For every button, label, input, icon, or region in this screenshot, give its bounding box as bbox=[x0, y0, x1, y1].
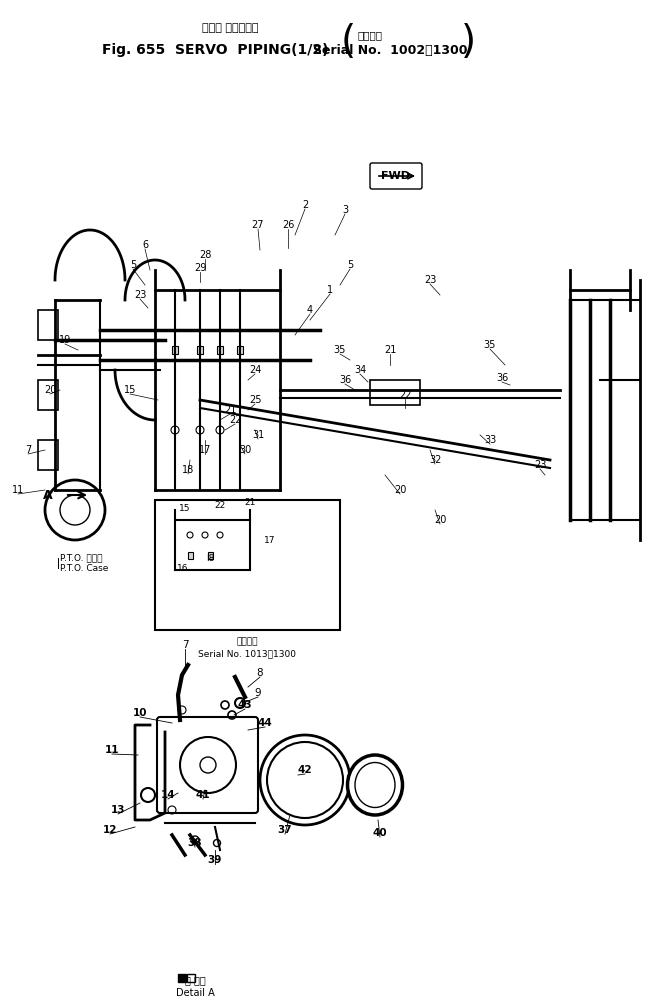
Text: 13: 13 bbox=[111, 805, 125, 815]
Text: 30: 30 bbox=[239, 445, 251, 455]
Text: 22: 22 bbox=[399, 390, 411, 400]
FancyBboxPatch shape bbox=[157, 717, 258, 813]
Text: 7: 7 bbox=[25, 445, 31, 455]
Text: 35: 35 bbox=[484, 340, 496, 350]
Text: Ａ 詳細: Ａ 詳細 bbox=[185, 975, 206, 985]
Text: 17: 17 bbox=[264, 536, 276, 545]
Text: 29: 29 bbox=[194, 263, 206, 273]
Text: 19: 19 bbox=[59, 335, 71, 345]
Text: Serial No. 1013～1300: Serial No. 1013～1300 bbox=[198, 649, 296, 658]
Text: 16: 16 bbox=[177, 564, 189, 573]
Text: 44: 44 bbox=[258, 718, 273, 728]
Text: 3: 3 bbox=[342, 205, 348, 215]
Text: P.T.O. Case: P.T.O. Case bbox=[60, 564, 108, 573]
Text: 35: 35 bbox=[334, 345, 346, 355]
Bar bbox=[38, 380, 58, 410]
Text: 18: 18 bbox=[182, 465, 194, 475]
Text: 33: 33 bbox=[484, 435, 496, 445]
Text: 1: 1 bbox=[327, 285, 333, 295]
Text: 37: 37 bbox=[278, 825, 292, 835]
Bar bbox=[187, 552, 193, 559]
Bar bbox=[38, 310, 58, 340]
Text: A: A bbox=[43, 488, 53, 501]
Text: FWD: FWD bbox=[380, 171, 409, 181]
Text: 22: 22 bbox=[214, 500, 225, 510]
Bar bbox=[370, 380, 420, 405]
Text: 11: 11 bbox=[104, 745, 120, 755]
Text: 21: 21 bbox=[384, 345, 396, 355]
Text: 9: 9 bbox=[255, 688, 261, 698]
FancyBboxPatch shape bbox=[370, 163, 422, 189]
Text: 20: 20 bbox=[394, 485, 406, 495]
Text: 適用号機: 適用号機 bbox=[237, 637, 258, 646]
Text: 12: 12 bbox=[102, 825, 117, 835]
Text: 36: 36 bbox=[339, 375, 351, 385]
Text: 31: 31 bbox=[252, 430, 264, 440]
Text: 14: 14 bbox=[161, 790, 175, 800]
Text: 20: 20 bbox=[44, 385, 57, 395]
Text: 26: 26 bbox=[282, 220, 294, 230]
Text: 40: 40 bbox=[373, 828, 388, 838]
Text: サーボ パイピング: サーボ パイピング bbox=[202, 23, 258, 33]
Text: 23: 23 bbox=[424, 275, 436, 285]
Text: 38: 38 bbox=[188, 838, 202, 848]
Text: 10: 10 bbox=[133, 708, 147, 718]
Text: 25: 25 bbox=[249, 395, 261, 405]
Ellipse shape bbox=[355, 763, 395, 807]
Text: 8: 8 bbox=[257, 668, 263, 678]
Text: 11: 11 bbox=[12, 485, 24, 495]
Text: Detail A: Detail A bbox=[175, 988, 214, 998]
Ellipse shape bbox=[348, 755, 403, 815]
Text: 15: 15 bbox=[179, 504, 191, 513]
Text: 5: 5 bbox=[130, 260, 136, 270]
Text: 27: 27 bbox=[252, 220, 264, 230]
Bar bbox=[172, 346, 178, 354]
Text: 39: 39 bbox=[208, 855, 222, 865]
Text: 22: 22 bbox=[229, 415, 241, 425]
Bar bbox=[178, 974, 186, 982]
Text: 15: 15 bbox=[124, 385, 136, 395]
Text: 4: 4 bbox=[307, 305, 313, 315]
Text: 17: 17 bbox=[199, 445, 211, 455]
Text: P.T.O. ケース: P.T.O. ケース bbox=[60, 554, 102, 563]
Text: 23: 23 bbox=[533, 460, 546, 470]
Text: 32: 32 bbox=[429, 455, 442, 465]
Bar bbox=[208, 552, 212, 559]
Text: Serial No.  1002～1300: Serial No. 1002～1300 bbox=[313, 43, 467, 56]
Bar bbox=[217, 346, 223, 354]
Text: (: ( bbox=[340, 23, 355, 61]
Text: 2: 2 bbox=[302, 200, 308, 210]
Text: 6: 6 bbox=[142, 240, 148, 250]
Text: 適用号機: 適用号機 bbox=[357, 30, 382, 40]
Bar bbox=[197, 346, 203, 354]
Text: 42: 42 bbox=[298, 765, 312, 775]
Text: 36: 36 bbox=[496, 373, 508, 383]
Text: 34: 34 bbox=[354, 365, 366, 375]
Text: 24: 24 bbox=[249, 365, 261, 375]
Text: I8: I8 bbox=[206, 554, 214, 563]
Bar bbox=[38, 440, 58, 470]
Text: 5: 5 bbox=[347, 260, 353, 270]
Bar bbox=[155, 500, 340, 630]
Bar bbox=[187, 974, 195, 982]
Text: 21: 21 bbox=[244, 497, 256, 507]
Text: ): ) bbox=[461, 23, 476, 61]
Text: 20: 20 bbox=[434, 515, 446, 525]
Text: 41: 41 bbox=[196, 790, 210, 800]
Text: 43: 43 bbox=[238, 700, 252, 710]
Text: Fig. 655  SERVO  PIPING(1/2): Fig. 655 SERVO PIPING(1/2) bbox=[102, 43, 328, 57]
Bar bbox=[237, 346, 243, 354]
Text: 7: 7 bbox=[182, 640, 189, 650]
Text: 28: 28 bbox=[199, 250, 211, 260]
Text: 21: 21 bbox=[224, 405, 236, 415]
Text: 23: 23 bbox=[134, 290, 147, 300]
